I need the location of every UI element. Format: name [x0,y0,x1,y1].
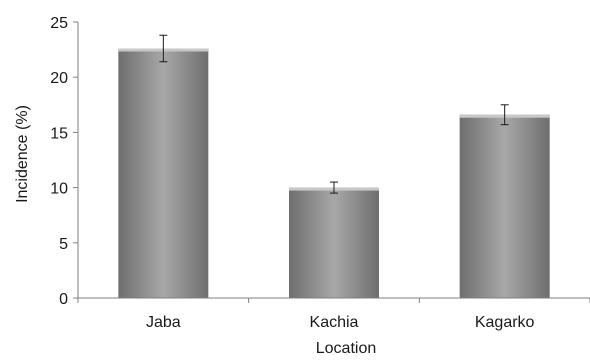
bars-layer [118,34,550,299]
x-tick-label: Kachia [310,314,359,331]
y-tick-label: 15 [50,125,68,142]
y-tick-label: 10 [50,181,68,198]
labels-layer: 0 5 10 15 20 25 Jaba Kachia Kagarko [50,15,534,331]
x-tick-label: Jaba [146,314,181,331]
y-axis-title: Incidence (%) [14,105,31,203]
y-tick-label: 25 [50,15,68,32]
x-axis-title: Location [316,340,377,356]
bar-jaba [118,48,209,298]
y-tick-label: 5 [59,236,68,253]
x-tick-label: Kagarko [475,314,535,331]
bar-kagarko [459,114,550,299]
y-tick-label: 0 [59,291,68,308]
axes-layer [73,21,590,303]
y-tick-label: 20 [50,70,68,87]
bar-kachia [289,187,379,298]
